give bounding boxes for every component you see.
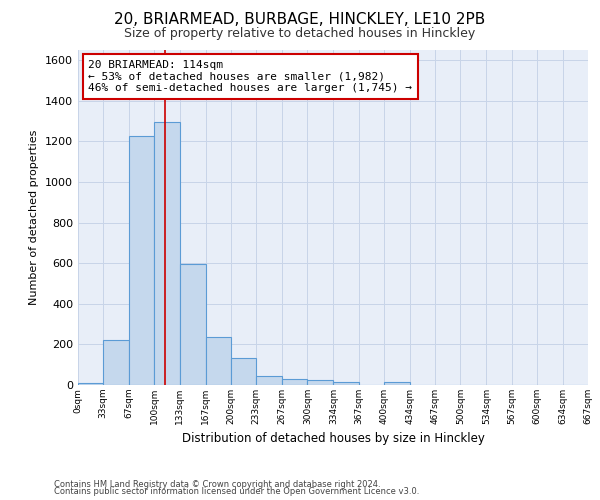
Bar bbox=[154, 122, 179, 385]
Text: 20 BRIARMEAD: 114sqm
← 53% of detached houses are smaller (1,982)
46% of semi-de: 20 BRIARMEAD: 114sqm ← 53% of detached h… bbox=[88, 60, 412, 93]
Y-axis label: Number of detached properties: Number of detached properties bbox=[29, 130, 40, 305]
Bar bbox=[334, 382, 359, 385]
Bar bbox=[231, 358, 256, 385]
Text: 20, BRIARMEAD, BURBAGE, HINCKLEY, LE10 2PB: 20, BRIARMEAD, BURBAGE, HINCKLEY, LE10 2… bbox=[115, 12, 485, 28]
Text: Contains HM Land Registry data © Crown copyright and database right 2024.: Contains HM Land Registry data © Crown c… bbox=[54, 480, 380, 489]
X-axis label: Distribution of detached houses by size in Hinckley: Distribution of detached houses by size … bbox=[182, 432, 484, 446]
Bar bbox=[256, 376, 282, 385]
Bar bbox=[307, 380, 334, 385]
Bar bbox=[282, 379, 307, 385]
Bar bbox=[206, 338, 231, 385]
Text: Contains public sector information licensed under the Open Government Licence v3: Contains public sector information licen… bbox=[54, 487, 419, 496]
Bar bbox=[179, 264, 206, 385]
Text: Size of property relative to detached houses in Hinckley: Size of property relative to detached ho… bbox=[124, 28, 476, 40]
Bar bbox=[129, 136, 154, 385]
Bar bbox=[78, 383, 103, 385]
Bar bbox=[103, 340, 129, 385]
Bar bbox=[384, 382, 410, 385]
